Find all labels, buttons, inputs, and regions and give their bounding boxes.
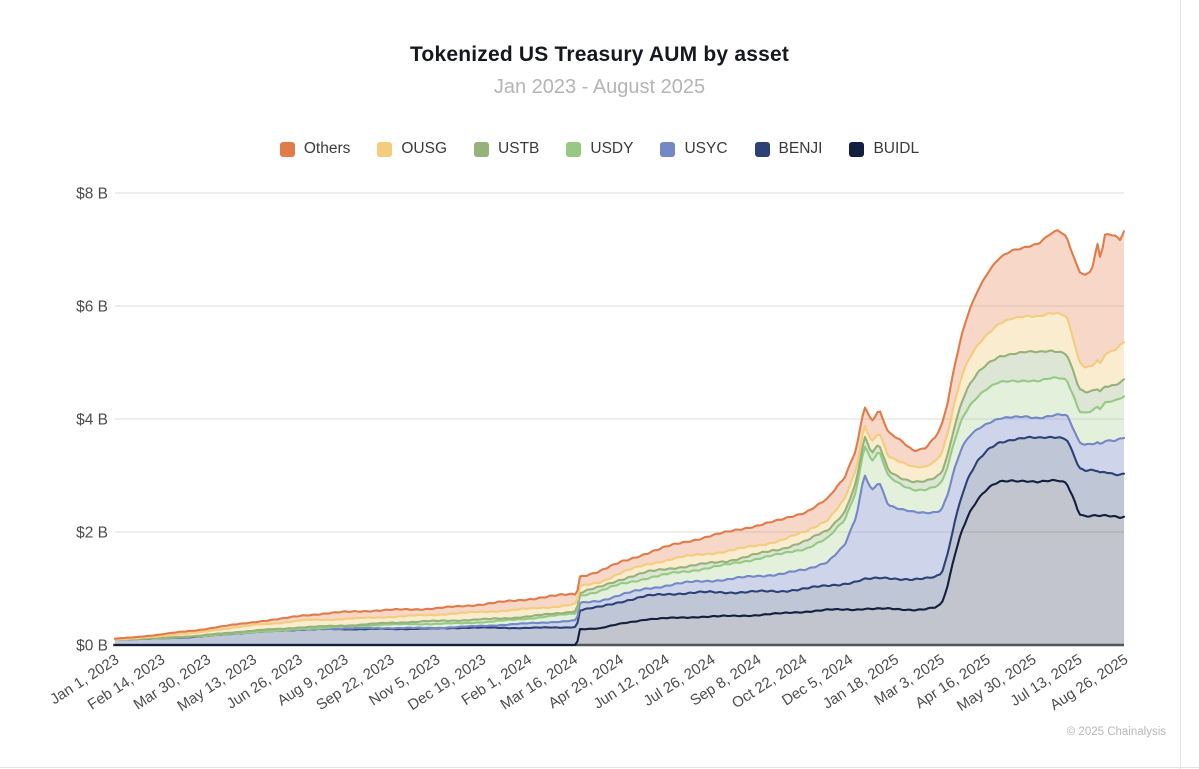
legend-swatch-ustb-icon bbox=[474, 141, 490, 157]
y-tick-label: $4 B bbox=[76, 412, 108, 429]
legend-item-benji: BENJI bbox=[754, 140, 823, 158]
line-others bbox=[113, 229, 1126, 640]
legend-swatch-buidl-icon bbox=[849, 141, 865, 157]
line-usdy bbox=[113, 376, 1126, 641]
area-others bbox=[115, 230, 1124, 640]
legend-label: BENJI bbox=[778, 140, 823, 157]
series-lines bbox=[113, 229, 1126, 647]
area-benji bbox=[115, 436, 1124, 645]
legend: Others OUSG USTB USDY USYC BENJI BUIDL bbox=[0, 140, 1199, 158]
window-border-bottom bbox=[0, 767, 1199, 768]
area-usdy bbox=[115, 377, 1124, 640]
y-tick-label: $6 B bbox=[76, 299, 108, 316]
x-tick-label: Aug 26, 2025 bbox=[1047, 651, 1131, 714]
legend-swatch-benji-icon bbox=[754, 141, 770, 157]
legend-swatch-usdy-icon bbox=[566, 141, 582, 157]
chart-title: Tokenized US Treasury AUM by asset bbox=[409, 43, 790, 66]
copyright-watermark: © 2025 Chainalysis bbox=[1066, 726, 1166, 738]
legend-label: USTB bbox=[498, 140, 540, 157]
y-tick-label: $0 B bbox=[76, 638, 108, 655]
area-ustb bbox=[115, 350, 1124, 640]
legend-item-others: Others bbox=[279, 140, 351, 158]
area-usyc bbox=[115, 414, 1124, 640]
legend-swatch-others-icon bbox=[279, 141, 295, 157]
legend-swatch-usyc-icon bbox=[660, 141, 676, 157]
y-tick-label: $2 B bbox=[76, 525, 108, 542]
legend-item-buidl: BUIDL bbox=[849, 140, 919, 158]
legend-label: USYC bbox=[684, 140, 728, 157]
legend-item-ousg: OUSG bbox=[377, 140, 447, 158]
legend-label: Others bbox=[303, 140, 351, 157]
line-ousg bbox=[113, 311, 1126, 641]
area-buidl bbox=[115, 479, 1124, 645]
line-buidl bbox=[113, 478, 1126, 647]
y-tick-label: $8 B bbox=[76, 186, 108, 203]
window-border-right bbox=[1180, 0, 1181, 769]
stacked-areas bbox=[115, 230, 1124, 645]
chart-subtitle: Jan 2023 - August 2025 bbox=[493, 76, 706, 98]
legend-item-usyc: USYC bbox=[660, 140, 728, 158]
legend-swatch-ousg-icon bbox=[377, 141, 393, 157]
line-ustb bbox=[113, 349, 1126, 641]
legend-label: OUSG bbox=[401, 140, 448, 157]
legend-label: BUIDL bbox=[873, 140, 920, 157]
y-axis-labels: $0 B $2 B $4 B $6 B $8 B bbox=[76, 186, 108, 655]
legend-label: USDY bbox=[590, 140, 634, 157]
legend-item-usdy: USDY bbox=[566, 140, 633, 158]
legend-item-ustb: USTB bbox=[474, 140, 539, 158]
